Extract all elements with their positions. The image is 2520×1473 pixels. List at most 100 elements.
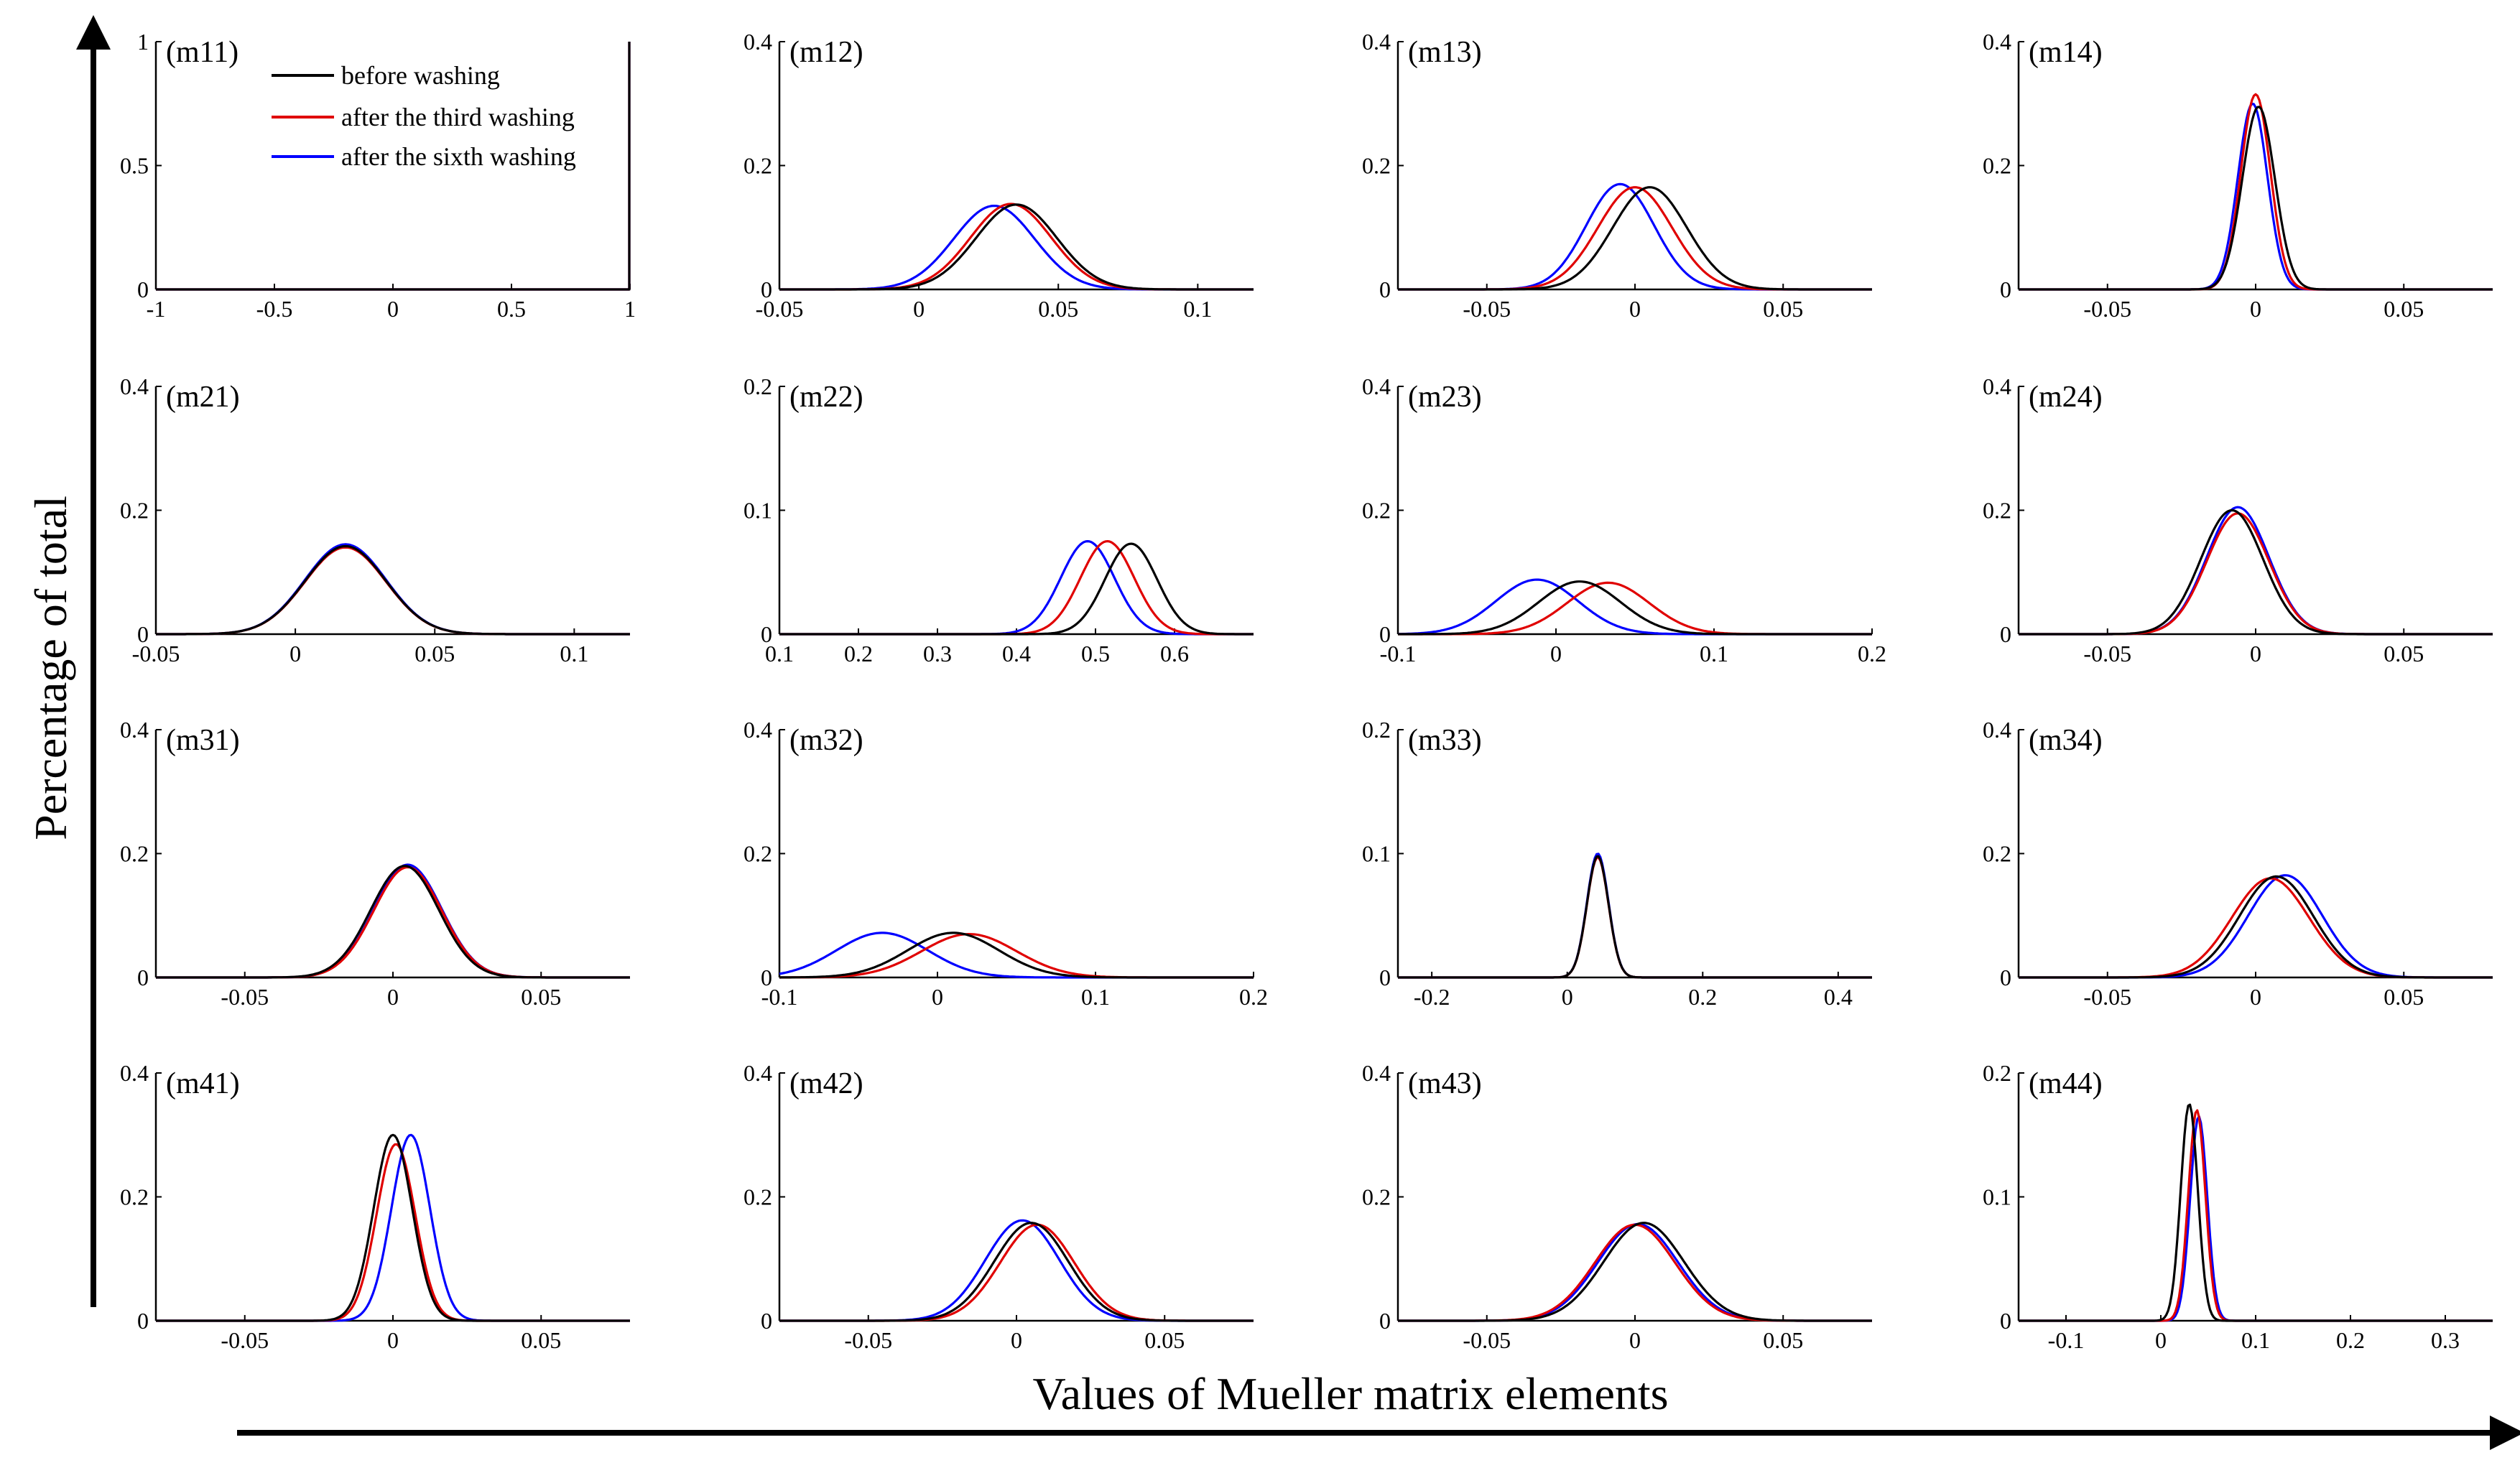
y-tick-label: 0.4: [120, 373, 149, 399]
panel-label: (m14): [2029, 36, 2103, 69]
y-tick-label: 0.2: [120, 841, 149, 867]
x-tick-label: 0.05: [2384, 984, 2424, 1010]
x-tick-label: 0.1: [1700, 641, 1728, 666]
series-line-third: [2019, 877, 2493, 979]
legend-label-third: after the third washing: [341, 103, 575, 131]
x-tick-label: 0.1: [765, 641, 794, 666]
x-tick-label: 0.1: [560, 641, 588, 666]
panel-m41: -0.05 0 0.05 0 0.2 0.4 (m41): [120, 1060, 630, 1353]
y-tick-label: 0.2: [1983, 498, 2011, 524]
panel-m42: -0.05 0 0.05 0 0.2 0.4 (m42): [744, 1060, 1254, 1353]
y-tick-label: 0: [2000, 277, 2011, 302]
y-tick-label: 0: [2000, 1308, 2011, 1334]
y-tick-label: 0.4: [1983, 29, 2011, 55]
panel-m13: -0.05 0 0.05 0 0.2 0.4 (m13): [1362, 29, 1872, 322]
y-tick-label: 0.1: [1983, 1184, 2011, 1210]
x-tick-label: 0: [932, 984, 943, 1010]
x-tick-label: 0.05: [1763, 1327, 1803, 1353]
series-line-third: [156, 1143, 630, 1322]
x-tick-label: -0.05: [756, 296, 804, 322]
panel-label: (m44): [2029, 1067, 2103, 1100]
x-tick-label: -0.1: [761, 984, 798, 1010]
y-tick-label: 0: [1379, 277, 1391, 302]
series-line-third: [1398, 1223, 1872, 1322]
y-tick-label: 0.2: [120, 1184, 149, 1210]
series-line-sixth: [1398, 852, 1872, 979]
x-tick-label: -0.1: [1380, 641, 1417, 666]
x-tick-label: 0: [1629, 296, 1641, 322]
x-tick-label: 0: [1562, 984, 1573, 1010]
x-tick-label: 0.4: [1002, 641, 1031, 666]
x-tick-label: -0.05: [132, 641, 180, 666]
x-tick-label: 0: [913, 296, 925, 322]
panel-m33: -0.2 0 0.2 0.4 0 0.1 0.2 (m33): [1362, 717, 1872, 1010]
x-tick-label: 0: [2155, 1327, 2167, 1353]
y-tick-label: 0.4: [744, 717, 772, 743]
y-tick-label: 0.4: [1362, 373, 1391, 399]
x-tick-label: -0.05: [221, 984, 269, 1010]
series-line-before: [1398, 1222, 1872, 1322]
panel-label: (m21): [166, 381, 240, 414]
series-line-third: [2019, 93, 2493, 291]
x-tick-label: 0.1: [2241, 1327, 2270, 1353]
y-tick-label: 0.2: [120, 498, 149, 524]
y-tick-label: 0.1: [1362, 841, 1391, 867]
panel-label: (m23): [1408, 381, 1482, 414]
x-tick-label: 0.05: [1144, 1327, 1185, 1353]
y-tick-label: 0.5: [120, 153, 149, 179]
x-tick-label: 0: [387, 984, 399, 1010]
series-line-before: [2019, 875, 2493, 979]
panel-label: (m22): [789, 381, 863, 414]
legend-label-before: before washing: [341, 61, 500, 90]
panel-label: (m43): [1408, 1067, 1482, 1100]
x-tick-label: 0.05: [414, 641, 455, 666]
x-tick-label: -0.05: [2083, 296, 2131, 322]
series-line-third: [1398, 581, 1872, 636]
y-tick-label: 0.4: [744, 29, 772, 55]
x-tick-label: 0: [2250, 641, 2261, 666]
series-line-third: [1398, 186, 1872, 291]
x-tick-label: 0.2: [2336, 1327, 2365, 1353]
series-line-sixth: [1398, 182, 1872, 291]
panel-m14: -0.05 0 0.05 0 0.2 0.4 (m14): [1983, 29, 2493, 322]
series-line-before: [779, 1222, 1254, 1322]
panel-label: (m34): [2029, 724, 2103, 757]
series-line-sixth: [2019, 506, 2493, 636]
y-tick-label: 0.2: [744, 153, 772, 179]
y-tick-label: 0.2: [1362, 153, 1391, 179]
x-tick-label: -0.05: [221, 1327, 269, 1353]
panel-m12: -0.05 0 0.05 0.100.20.4 (m12): [744, 29, 1254, 322]
panel-m31: -0.05 0 0.05 0 0.2 0.4 (m31): [120, 717, 630, 1010]
series-line-before: [779, 203, 1254, 291]
series-line-before: [1398, 855, 1872, 979]
x-tick-label: -0.05: [2083, 984, 2131, 1010]
panel-label: (m12): [789, 36, 863, 69]
x-tick-label: 0: [1629, 1327, 1641, 1353]
y-tick-label: 0: [761, 965, 772, 990]
series-line-sixth: [779, 931, 1254, 979]
panel-label: (m32): [789, 724, 863, 757]
x-tick-label: 0.05: [1038, 296, 1078, 322]
x-tick-label: 0.2: [1239, 984, 1268, 1010]
y-tick-label: 0: [1379, 1308, 1391, 1334]
x-tick-label: 0.5: [1081, 641, 1110, 666]
y-tick-label: 0.2: [1362, 498, 1391, 524]
x-tick-label: -0.05: [1463, 1327, 1511, 1353]
x-tick-label: -1: [147, 296, 166, 322]
series-line-third: [1398, 856, 1872, 979]
panel-label: (m33): [1408, 724, 1482, 757]
panel-m32: -0.1 0 0.1 0.200.20.4 (m32): [744, 717, 1268, 1010]
panel-m21: -0.05 0 0.05 0.100.20.4 (m21): [120, 373, 630, 666]
series-line-before: [2019, 106, 2493, 291]
series-line-sixth: [156, 863, 630, 979]
x-tick-label: 0: [2250, 296, 2261, 322]
y-tick-label: 0.4: [120, 717, 149, 743]
x-tick-label: -0.05: [2083, 641, 2131, 666]
x-tick-label: 0.2: [844, 641, 873, 666]
x-tick-label: 0: [289, 641, 301, 666]
x-tick-label: 0.3: [923, 641, 952, 666]
x-tick-label: 0.2: [1688, 984, 1717, 1010]
panel-grid: -1 -0.5 0 0.5 100.51 (m11)-0.05 0 0.05 0.100.20.…: [120, 29, 2493, 1353]
x-tick-label: -0.2: [1414, 984, 1450, 1010]
